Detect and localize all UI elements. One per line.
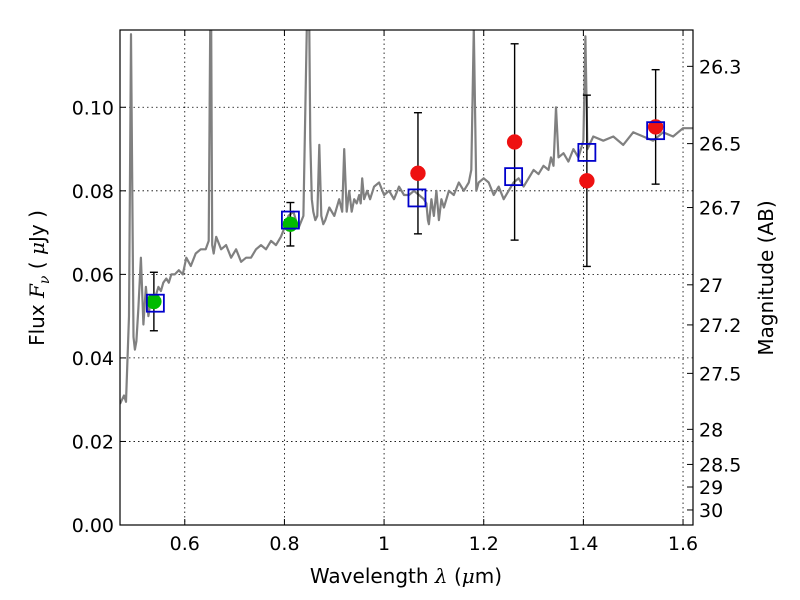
model-photometry-square bbox=[145, 293, 165, 313]
axis-ticks: 0.6 0.8 1 1.2 1.4 1.6 0.00 0.02 0.04 0.06 0.08 0.10… bbox=[72, 30, 741, 555]
x-axis-label: Wavelength λ (μm) bbox=[310, 564, 502, 588]
y-tick-label: 0.02 bbox=[72, 431, 114, 453]
x-axis-label-text: Wavelength bbox=[310, 564, 435, 588]
observed-point bbox=[506, 134, 523, 150]
y-axis-label-nu: ν bbox=[37, 275, 53, 284]
markers bbox=[145, 43, 666, 332]
x-axis-label-open: ( bbox=[448, 564, 462, 588]
model-spectrum-line bbox=[120, 30, 693, 405]
observed-point bbox=[579, 173, 595, 189]
x-tick-label: 1.6 bbox=[668, 533, 698, 555]
x-tick-label: 0.6 bbox=[170, 533, 200, 555]
observed-point bbox=[282, 216, 299, 232]
y-axis-label-f: F bbox=[25, 283, 49, 299]
y2-tick-label: 27.2 bbox=[699, 315, 741, 337]
model-photometry-square bbox=[646, 121, 666, 141]
grid-lines bbox=[120, 30, 693, 526]
y-tick-label: 0.04 bbox=[72, 348, 114, 370]
y2-tick-label: 26.3 bbox=[699, 56, 741, 78]
x-axis-label-lambda: λ bbox=[434, 564, 448, 588]
y-tick-label: 0.08 bbox=[72, 181, 114, 203]
y-tick-label: 0.06 bbox=[72, 264, 114, 286]
model-photometry-square bbox=[577, 142, 597, 162]
y2-tick-label: 28.5 bbox=[699, 454, 741, 476]
model-photometry-square bbox=[281, 210, 300, 230]
x-axis-label-unit: m) bbox=[475, 564, 502, 588]
y2-tick-label: 28 bbox=[699, 419, 723, 441]
plot-frame bbox=[119, 29, 694, 526]
x-tick-label: 1 bbox=[378, 533, 390, 555]
observed-point bbox=[647, 119, 664, 135]
observed-point bbox=[410, 165, 426, 182]
y-tick-label: 0.10 bbox=[72, 97, 114, 119]
y2-tick-label: 29 bbox=[699, 477, 723, 499]
y-axis-label-unit: Jy ) bbox=[25, 210, 49, 244]
plot-area bbox=[120, 30, 693, 405]
y2-tick-label: 30 bbox=[699, 500, 723, 522]
y2-axis-label: Magnitude (AB) bbox=[754, 200, 778, 355]
x-tick-label: 1.2 bbox=[469, 533, 499, 555]
observed-point bbox=[146, 293, 162, 310]
y-axis-label-open: ( bbox=[25, 255, 49, 276]
y-axis-label-mu: μ bbox=[25, 242, 49, 255]
y2-tick-label: 26.7 bbox=[699, 198, 741, 220]
x-tick-label: 1.4 bbox=[568, 533, 598, 555]
y-axis-label-text: Flux bbox=[25, 298, 49, 346]
x-tick-label: 0.8 bbox=[269, 533, 299, 555]
y2-tick-label: 27.5 bbox=[699, 363, 741, 385]
model-photometry-square bbox=[504, 167, 524, 187]
y2-tick-label: 26.5 bbox=[699, 134, 741, 156]
y2-tick-label: 27 bbox=[699, 275, 723, 297]
model-photometry-square bbox=[407, 188, 427, 208]
y-axis-label: Flux Fν ( μJy ) bbox=[25, 210, 53, 346]
y-tick-label: 0.00 bbox=[72, 515, 114, 537]
x-axis-label-mu: μ bbox=[462, 564, 475, 588]
